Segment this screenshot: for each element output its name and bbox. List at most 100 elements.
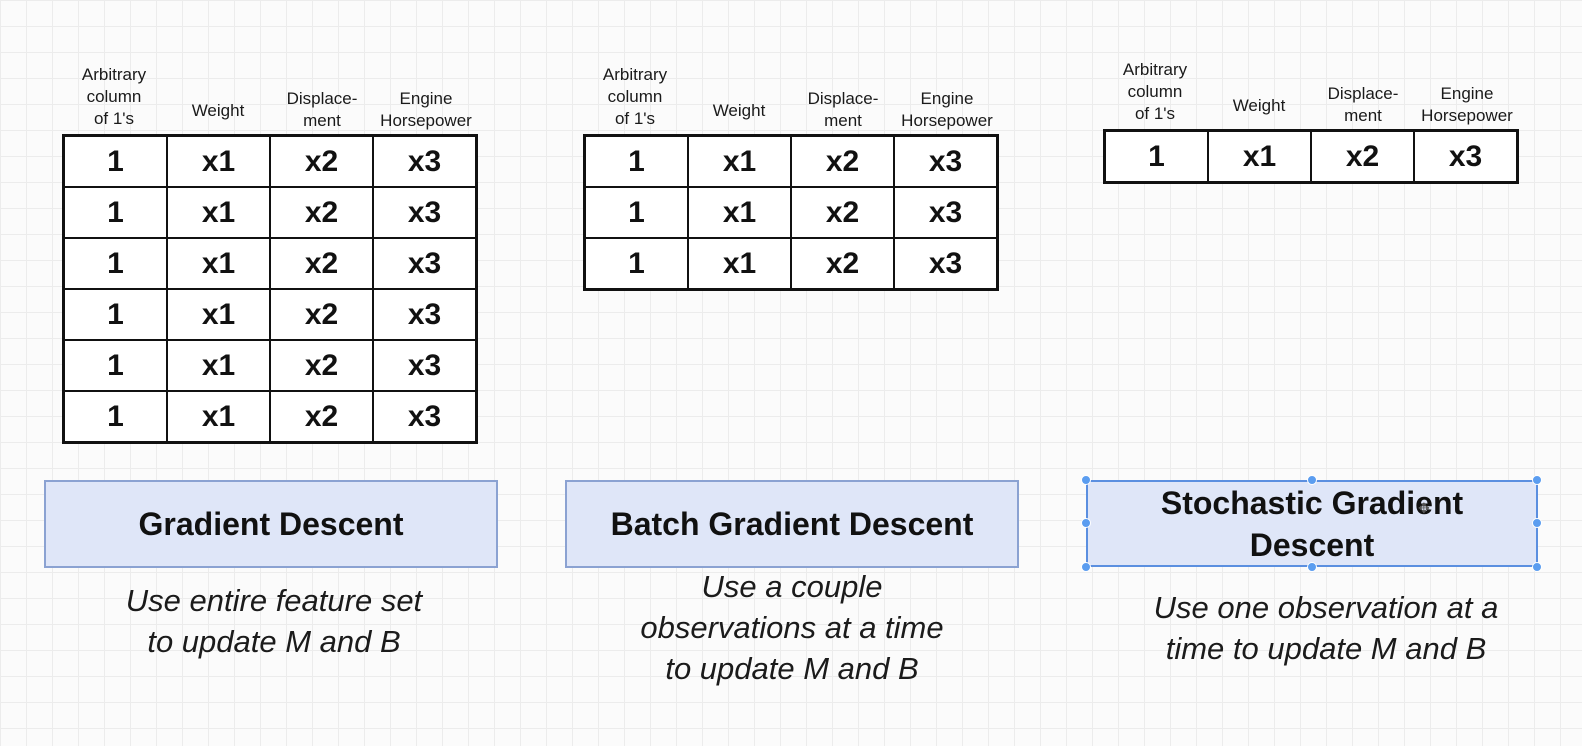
table-cell: x1 <box>166 288 271 341</box>
table-row: 1 x1 x2 x3 <box>62 186 478 239</box>
method-title: Batch Gradient Descent <box>610 506 974 542</box>
feature-table: 1 x1 x2 x3 <box>1103 129 1519 184</box>
move-cursor-icon: ✥ <box>1418 500 1430 516</box>
table-cell: x1 <box>687 134 792 188</box>
gradient-descent-box[interactable]: Gradient Descent <box>44 480 498 568</box>
table-cell: x3 <box>372 288 478 341</box>
header-engine-horsepower: Engine Horsepower <box>1415 55 1519 127</box>
table-cell: x3 <box>372 237 478 290</box>
table-row: 1 x1 x2 x3 <box>583 186 999 239</box>
column-header-row: Arbitrary column of 1's Weight Displace-… <box>583 60 999 132</box>
header-label: Displace- ment <box>807 89 879 130</box>
table-cell: x1 <box>166 237 271 290</box>
header-label: Engine Horsepower <box>1421 84 1513 125</box>
resize-handle-bottom-left[interactable] <box>1081 562 1091 572</box>
table-cell: 1 <box>62 134 168 188</box>
table-cell: x3 <box>893 186 999 239</box>
table-cell: x2 <box>1310 129 1415 184</box>
batch-gradient-descent-description: Use a couple observations at a time to u… <box>640 569 944 686</box>
table-cell: x3 <box>372 339 478 392</box>
header-label: Displace- ment <box>286 89 358 130</box>
table-row: 1 x1 x2 x3 <box>62 134 478 188</box>
header-engine-horsepower: Engine Horsepower <box>895 60 999 132</box>
header-arbitrary-column: Arbitrary column of 1's <box>62 60 166 130</box>
table-cell: 1 <box>583 186 689 239</box>
table-cell: x3 <box>372 390 478 444</box>
header-label: Weight <box>191 101 245 120</box>
column-header-row: Arbitrary column of 1's Weight Displace-… <box>1103 55 1519 127</box>
resize-handle-top-middle[interactable] <box>1307 475 1317 485</box>
table-cell: 1 <box>62 186 168 239</box>
table-cell: x1 <box>1207 129 1312 184</box>
feature-table: 1 x1 x2 x3 1 x1 x2 x3 1 x1 x2 x3 <box>583 134 999 291</box>
header-label: Displace- ment <box>1327 84 1399 125</box>
header-displacement: Displace- ment <box>270 60 374 132</box>
table-cell: 1 <box>1103 129 1209 184</box>
method-title: Stochastic Gradient Descent <box>1160 484 1464 563</box>
table-row: 1 x1 x2 x3 <box>62 339 478 392</box>
table-cell: x2 <box>269 186 374 239</box>
table-row: 1 x1 x2 x3 <box>62 288 478 341</box>
header-label: Weight <box>712 101 766 120</box>
header-weight: Weight <box>687 60 791 122</box>
table-cell: x2 <box>790 237 895 291</box>
resize-handle-bottom-right[interactable] <box>1532 562 1542 572</box>
table-row: 1 x1 x2 x3 <box>62 390 478 444</box>
gradient-descent-panel: Arbitrary column of 1's Weight Displace-… <box>62 60 502 450</box>
header-arbitrary-column: Arbitrary column of 1's <box>1103 55 1207 125</box>
table-cell: x3 <box>893 134 999 188</box>
header-displacement: Displace- ment <box>1311 55 1415 127</box>
stochastic-gradient-descent-description: Use one observation at a time to update … <box>1153 590 1499 666</box>
table-cell: x1 <box>166 339 271 392</box>
batch-gradient-descent-panel: Arbitrary column of 1's Weight Displace-… <box>583 60 1023 300</box>
table-cell: x2 <box>269 237 374 290</box>
table-row: 1 x1 x2 x3 <box>62 237 478 290</box>
table-row: 1 x1 x2 x3 <box>1103 129 1519 184</box>
table-cell: 1 <box>62 288 168 341</box>
table-cell: 1 <box>583 237 689 291</box>
header-label: Arbitrary column of 1's <box>81 65 147 128</box>
feature-table: 1 x1 x2 x3 1 x1 x2 x3 1 x1 x2 x3 1 x1 x2 x3 1 x1 x2 x3 1 x1 x2… <box>62 134 478 444</box>
header-arbitrary-column: Arbitrary column of 1's <box>583 60 687 130</box>
table-cell: x1 <box>687 237 792 291</box>
table-cell: 1 <box>62 237 168 290</box>
batch-gradient-descent-box[interactable]: Batch Gradient Descent <box>565 480 1019 568</box>
table-cell: x2 <box>269 288 374 341</box>
table-cell: x1 <box>166 134 271 188</box>
table-cell: x3 <box>372 186 478 239</box>
header-label: Arbitrary column of 1's <box>1122 60 1188 123</box>
header-label: Engine Horsepower <box>901 89 993 130</box>
gradient-descent-description: Use entire feature set to update M and B <box>125 583 423 659</box>
resize-handle-middle-right[interactable] <box>1532 518 1542 528</box>
header-weight: Weight <box>166 60 270 122</box>
table-cell: x3 <box>1413 129 1519 184</box>
table-cell: x1 <box>687 186 792 239</box>
resize-handle-top-right[interactable] <box>1532 475 1542 485</box>
header-engine-horsepower: Engine Horsepower <box>374 60 478 132</box>
stochastic-gradient-descent-box[interactable]: Stochastic Gradient Descent <box>1086 480 1538 567</box>
column-header-row: Arbitrary column of 1's Weight Displace-… <box>62 60 478 132</box>
table-cell: 1 <box>583 134 689 188</box>
resize-handle-bottom-middle[interactable] <box>1307 562 1317 572</box>
header-weight: Weight <box>1207 55 1311 117</box>
table-cell: x2 <box>790 134 895 188</box>
table-cell: x2 <box>790 186 895 239</box>
table-row: 1 x1 x2 x3 <box>583 237 999 291</box>
table-cell: x3 <box>893 237 999 291</box>
stochastic-gradient-descent-panel: Arbitrary column of 1's Weight Displace-… <box>1103 55 1543 195</box>
table-cell: 1 <box>62 339 168 392</box>
resize-handle-middle-left[interactable] <box>1081 518 1091 528</box>
method-title: Gradient Descent <box>138 506 404 542</box>
table-cell: x2 <box>269 390 374 444</box>
table-cell: x1 <box>166 186 271 239</box>
table-row: 1 x1 x2 x3 <box>583 134 999 188</box>
table-cell: x1 <box>166 390 271 444</box>
header-displacement: Displace- ment <box>791 60 895 132</box>
resize-handle-top-left[interactable] <box>1081 475 1091 485</box>
table-cell: 1 <box>62 390 168 444</box>
header-label: Engine Horsepower <box>380 89 472 130</box>
table-cell: x2 <box>269 134 374 188</box>
table-cell: x3 <box>372 134 478 188</box>
header-label: Arbitrary column of 1's <box>602 65 668 128</box>
header-label: Weight <box>1232 96 1286 115</box>
